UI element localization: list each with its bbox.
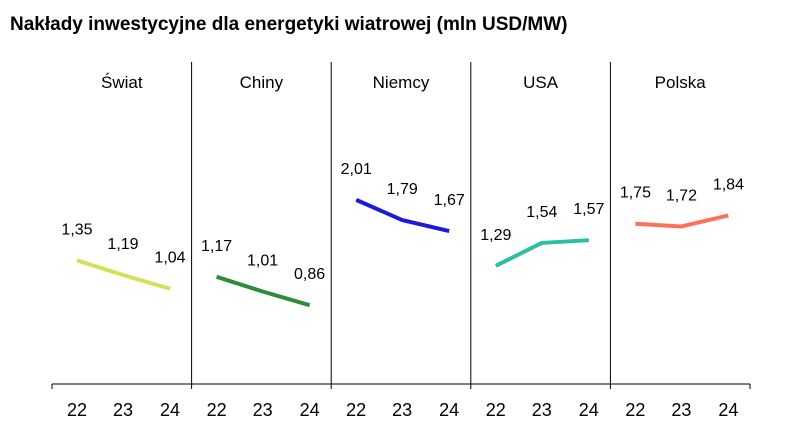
- data-label: 1,79: [387, 181, 418, 198]
- data-label: 1,54: [526, 204, 557, 221]
- x-tick-label: 22: [67, 400, 87, 420]
- x-tick-label: 23: [532, 400, 552, 420]
- x-tick-label: 22: [207, 400, 227, 420]
- data-label: 1,04: [154, 250, 185, 267]
- data-label: 1,17: [201, 238, 232, 255]
- panel-title: USA: [523, 73, 559, 92]
- x-tick-label: 24: [718, 400, 738, 420]
- x-tick-label: 24: [160, 400, 180, 420]
- series-line: [355, 198, 450, 233]
- x-tick-label: 24: [300, 400, 320, 420]
- data-label: 1,72: [666, 187, 697, 204]
- x-tick-label: 22: [625, 400, 645, 420]
- x-tick-label: 23: [113, 400, 133, 420]
- panel-title: Niemcy: [373, 73, 430, 92]
- data-label: 1,01: [247, 252, 278, 269]
- x-tick-label: 23: [392, 400, 412, 420]
- x-tick-label: 24: [579, 400, 599, 420]
- data-label: 1,29: [480, 227, 511, 244]
- x-tick-label: 23: [671, 400, 691, 420]
- data-label: 1,75: [620, 185, 651, 202]
- chart-title: Nakłady inwestycyjne dla energetyki wiat…: [10, 14, 568, 35]
- series-line: [635, 213, 729, 229]
- x-tick-label: 23: [253, 400, 273, 420]
- x-tick-label: 22: [346, 400, 366, 420]
- data-label: 0,86: [294, 266, 325, 283]
- series-line: [215, 274, 311, 308]
- series-line: [494, 238, 589, 268]
- data-label: 2,01: [341, 161, 372, 178]
- series-line: [76, 258, 171, 291]
- data-label: 1,84: [713, 176, 744, 193]
- panel-title: Chiny: [240, 73, 284, 92]
- panel-title: Polska: [655, 73, 707, 92]
- data-label: 1,57: [573, 201, 604, 218]
- data-label: 1,67: [434, 192, 465, 209]
- x-tick-label: 22: [486, 400, 506, 420]
- panel-title: Świat: [101, 73, 143, 92]
- x-tick-label: 24: [439, 400, 459, 420]
- data-label: 1,19: [107, 236, 138, 253]
- data-label: 1,35: [61, 221, 92, 238]
